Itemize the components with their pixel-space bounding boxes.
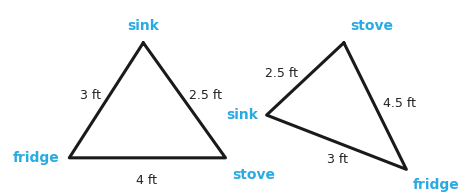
- Text: sink: sink: [227, 108, 258, 122]
- Text: 3 ft: 3 ft: [327, 153, 348, 166]
- Text: stove: stove: [232, 168, 275, 182]
- Text: 3 ft: 3 ft: [80, 89, 100, 102]
- Text: stove: stove: [350, 19, 393, 33]
- Text: 2.5 ft: 2.5 ft: [189, 89, 222, 102]
- Text: 4.5 ft: 4.5 ft: [383, 97, 416, 110]
- Text: sink: sink: [128, 19, 159, 33]
- Text: 4 ft: 4 ft: [136, 174, 157, 187]
- Text: 2.5 ft: 2.5 ft: [265, 68, 298, 81]
- Text: fridge: fridge: [13, 151, 59, 165]
- Text: fridge: fridge: [413, 178, 460, 191]
